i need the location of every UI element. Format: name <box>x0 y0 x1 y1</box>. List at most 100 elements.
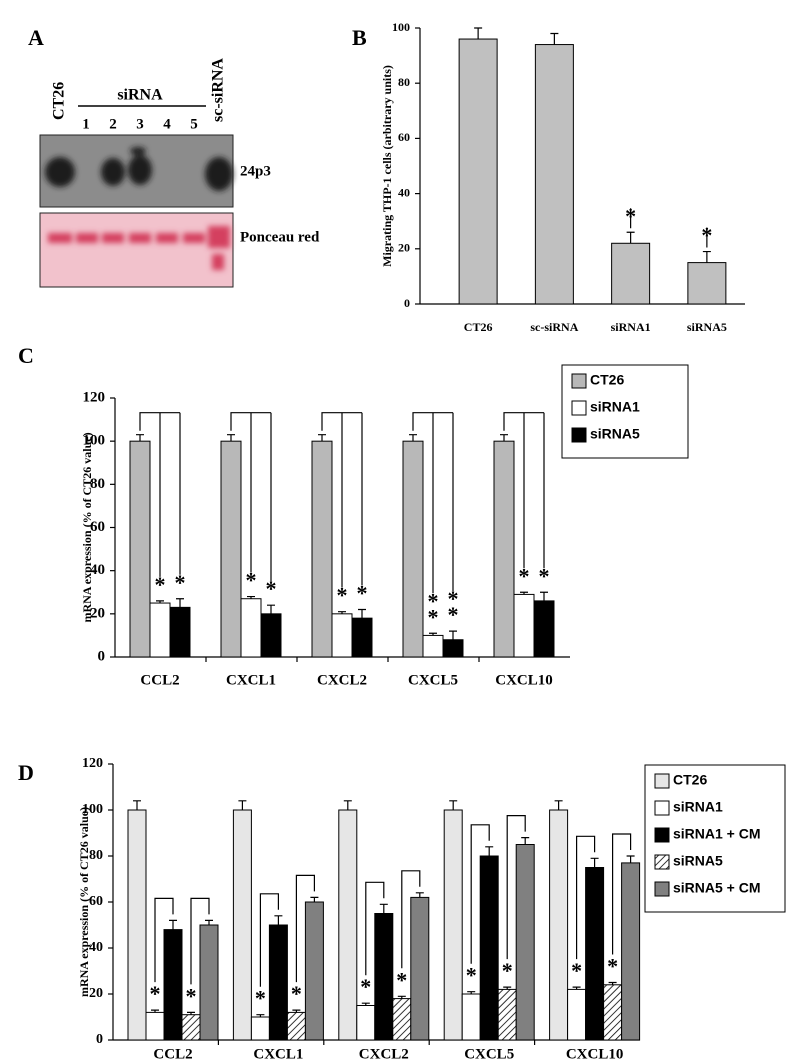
bar <box>458 38 498 305</box>
error-bar <box>176 598 184 608</box>
x-tick-label: CT26 <box>464 320 493 334</box>
error-bar <box>274 915 283 925</box>
bracket <box>295 874 315 983</box>
bar <box>232 809 252 1041</box>
bracket <box>230 412 272 582</box>
error-bar <box>702 250 711 263</box>
y-tick-label: 20 <box>89 986 103 1001</box>
bar <box>479 855 499 1041</box>
x-tick-label: CXCL5 <box>408 672 458 688</box>
x-tick-label: CXCL2 <box>317 672 367 688</box>
error-bar <box>626 231 635 244</box>
error-bar <box>500 434 508 442</box>
bar <box>422 634 444 658</box>
significance-marker: * * <box>428 588 439 629</box>
bracket <box>139 412 181 577</box>
error-bar <box>554 800 563 810</box>
bar <box>585 867 605 1041</box>
significance-marker: * <box>186 983 197 1008</box>
lane-label: 1 <box>82 116 90 132</box>
error-bar <box>358 608 366 619</box>
error-bar <box>503 986 512 990</box>
error-bar <box>449 630 457 640</box>
ponceau-bands <box>48 226 230 270</box>
legend-swatch <box>571 373 587 389</box>
legend-label: siRNA1 + CM <box>673 826 761 842</box>
bracket <box>401 870 421 969</box>
y-tick-label: 20 <box>90 605 105 621</box>
bar <box>402 440 424 658</box>
y-tick-label: 0 <box>98 648 106 664</box>
lane-label: CT26 <box>51 82 68 120</box>
bar <box>127 809 147 1041</box>
error-bar <box>343 800 352 810</box>
error-bar <box>169 919 177 930</box>
bar <box>567 988 587 1041</box>
bar <box>533 600 555 658</box>
y-tick-label: 20 <box>398 241 410 255</box>
error-bar <box>187 1011 195 1015</box>
bracket <box>154 897 174 983</box>
y-tick-label: 80 <box>398 75 410 89</box>
legend-label: siRNA1 <box>590 399 640 415</box>
y-tick-label: 120 <box>82 756 103 771</box>
error-bar <box>572 986 581 990</box>
error-bar <box>292 1009 301 1013</box>
legend-swatch <box>654 800 670 816</box>
significance-marker: * <box>155 572 166 597</box>
error-bar <box>310 896 319 902</box>
x-tick-label: siRNA1 <box>611 320 651 334</box>
significance-marker: * <box>246 568 257 593</box>
y-tick-label: 60 <box>90 519 105 535</box>
group-label: siRNA <box>117 87 163 104</box>
significance-marker: * <box>396 967 407 992</box>
blot-bands <box>45 147 233 191</box>
error-bar <box>133 800 141 810</box>
bar <box>149 602 171 658</box>
bar <box>611 242 651 305</box>
x-tick-label: CXCL2 <box>359 1046 409 1062</box>
bracket <box>190 897 210 985</box>
significance-marker: * <box>607 954 618 979</box>
error-bar <box>227 434 235 442</box>
bar <box>374 913 394 1041</box>
legend-label: siRNA5 <box>590 426 640 442</box>
error-bar <box>318 434 326 442</box>
error-bar <box>608 981 617 985</box>
y-axis-label: mRNA expression (% of CT26 value) <box>77 807 91 997</box>
error-bar <box>151 1009 159 1013</box>
bar <box>410 896 430 1041</box>
lane-label: sc-siRNA <box>210 58 227 122</box>
x-tick-label: CXCL10 <box>566 1046 624 1062</box>
significance-marker: * <box>502 958 513 983</box>
bar <box>286 1011 306 1041</box>
x-tick-label: CCL2 <box>153 1046 192 1062</box>
error-bar <box>238 800 247 810</box>
bar <box>331 613 353 658</box>
error-bar <box>626 855 635 863</box>
panel-label: B <box>352 25 367 50</box>
bar <box>392 998 412 1041</box>
error-bar <box>338 611 346 614</box>
legend-label: CT26 <box>590 372 624 388</box>
blot-panel: A CT26 1 2 3 4 5 sc-siRNA siRNA 24p3 <box>28 25 320 288</box>
lane-label: 5 <box>190 116 198 132</box>
bracket <box>506 815 526 960</box>
bar <box>493 440 515 658</box>
legend-label: siRNA5 <box>673 853 723 869</box>
y-tick-label: 100 <box>83 433 106 449</box>
error-bar <box>415 892 424 898</box>
bracket <box>470 824 490 964</box>
legend-swatch <box>571 400 587 416</box>
bar <box>515 844 535 1041</box>
bar <box>240 598 262 658</box>
panel-label: C <box>18 343 34 368</box>
bar <box>250 1016 270 1041</box>
bracket <box>259 893 279 987</box>
significance-marker: * <box>539 563 550 588</box>
error-bar <box>267 604 275 614</box>
lane-label: 4 <box>163 116 171 132</box>
significance-marker: * <box>337 583 348 608</box>
bar <box>338 809 358 1041</box>
bar <box>461 993 481 1041</box>
